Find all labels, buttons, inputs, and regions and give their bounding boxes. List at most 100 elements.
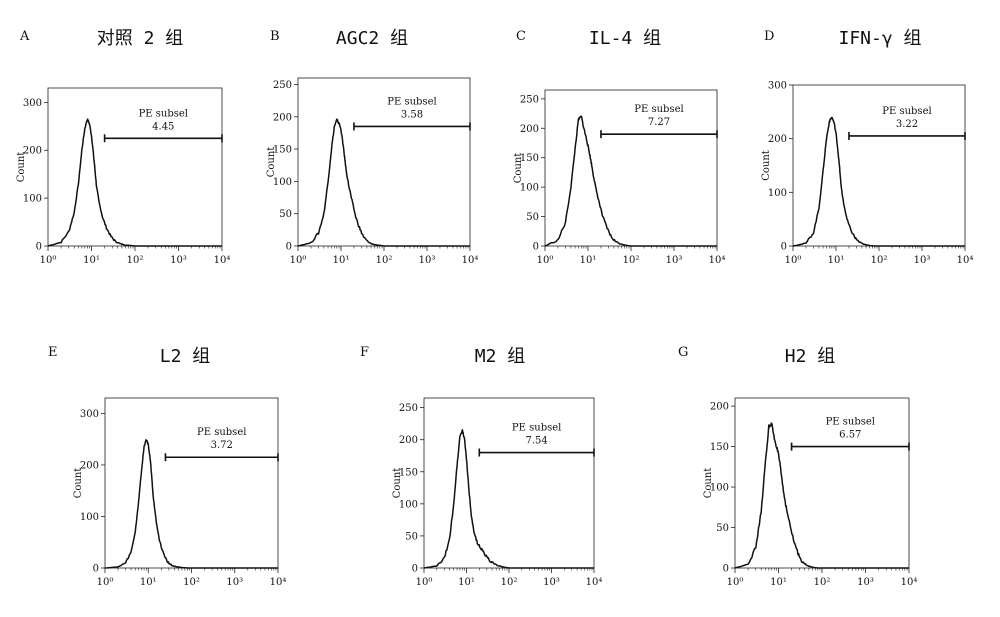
panel-a-xtick-label: 10⁰ bbox=[40, 255, 57, 266]
panel-d-gate-label: PE subsel bbox=[882, 106, 931, 117]
panel-d-ytick-label: 300 bbox=[768, 81, 787, 92]
panel-f-xtick-label: 10⁴ bbox=[586, 577, 603, 588]
panel-g-gate-label: PE subsel bbox=[826, 417, 875, 428]
panel-a-ytick-label: 100 bbox=[23, 194, 42, 205]
panel-e-gate-label: PE subsel bbox=[197, 427, 246, 438]
panel-d-title: IFN-γ 组 bbox=[838, 28, 921, 49]
panel-f-xtick-label: 10¹ bbox=[458, 577, 475, 588]
panel-c-xtick-label: 10⁰ bbox=[537, 255, 554, 266]
panel-f-gate-label: PE subsel bbox=[512, 423, 561, 434]
panel-e-xtick-label: 10⁴ bbox=[270, 577, 287, 588]
panel-a: A 对照 2 组 0 100 200 300 10⁰ 10¹ 10² 10³ 10⁴ Count PE … bbox=[16, 28, 230, 266]
panel-c-ytick-label: 200 bbox=[520, 124, 539, 135]
panel-e-gate-value: 3.72 bbox=[211, 440, 233, 451]
panel-d-xtick-label: 10⁴ bbox=[957, 255, 974, 266]
panel-b-xtick-label: 10² bbox=[376, 255, 393, 266]
panel-f-gate-value: 7.54 bbox=[526, 436, 548, 447]
panel-f: F M2 组 0 50 100 150 200 250 10⁰ 10¹ 10² 10³ 10⁴ Count… bbox=[360, 345, 602, 588]
panel-f-ytick-label: 150 bbox=[399, 467, 418, 478]
panel-g-xtick-label: 10² bbox=[814, 577, 831, 588]
panel-e-ytick-label: 300 bbox=[80, 409, 99, 420]
panel-c-xtick-label: 10² bbox=[623, 255, 640, 266]
panel-c-ytick-label: 0 bbox=[533, 242, 539, 253]
panel-f-xtick-label: 10² bbox=[501, 577, 518, 588]
panel-c-ylabel: Count bbox=[513, 153, 524, 184]
panel-g-xtick-label: 10¹ bbox=[770, 577, 787, 588]
panel-d-gate-value: 3.22 bbox=[896, 119, 918, 130]
panel-c-ytick-label: 250 bbox=[520, 94, 539, 105]
panel-a-ylabel: Count bbox=[16, 152, 27, 183]
panel-d-xtick-label: 10⁰ bbox=[785, 255, 802, 266]
panel-d-ytick-label: 100 bbox=[768, 188, 787, 199]
panel-b-xtick-label: 10³ bbox=[419, 255, 436, 266]
panel-g-xtick-label: 10³ bbox=[857, 577, 874, 588]
panel-b-gate-label: PE subsel bbox=[387, 96, 436, 107]
panel-c-xtick-label: 10¹ bbox=[580, 255, 597, 266]
panel-b-letter: B bbox=[270, 29, 280, 44]
panel-e-plot-frame bbox=[104, 397, 279, 569]
panel-b-gate-value: 3.58 bbox=[401, 109, 423, 120]
panel-b-title: AGC2 组 bbox=[336, 28, 408, 49]
panel-g-ytick-label: 100 bbox=[710, 483, 729, 494]
panel-b-ytick-label: 250 bbox=[273, 80, 292, 91]
panel-e-xtick-label: 10² bbox=[183, 577, 200, 588]
panel-f-ytick-label: 50 bbox=[405, 531, 418, 542]
panel-a-gate-value: 4.45 bbox=[152, 121, 174, 132]
panel-a-ytick-label: 300 bbox=[23, 98, 42, 109]
panel-f-xtick-label: 10³ bbox=[543, 577, 560, 588]
panel-d-xtick-label: 10¹ bbox=[828, 255, 845, 266]
panel-e-histogram-trace bbox=[104, 439, 278, 569]
panel-b-ytick-label: 150 bbox=[273, 145, 292, 156]
panel-g-letter: G bbox=[678, 345, 688, 360]
panel-f-title: M2 组 bbox=[475, 346, 526, 367]
panel-g-xtick-label: 10⁰ bbox=[727, 577, 744, 588]
panel-c-title: IL-4 组 bbox=[589, 28, 661, 49]
panel-g-gate-value: 6.57 bbox=[839, 430, 861, 441]
panel-g: G H2 组 0 50 100 150 200 10⁰ 10¹ 10² 10³ 10⁴ Count PE … bbox=[678, 345, 917, 588]
panel-e-ytick-label: 0 bbox=[93, 564, 99, 575]
panel-b: B AGC2 组 0 50 100 150 200 250 10⁰ 10¹ 10² 10³ 10⁴ Cou… bbox=[266, 28, 478, 266]
panel-c-gate-label: PE subsel bbox=[634, 104, 683, 115]
panel-c-ytick-label: 100 bbox=[520, 183, 539, 194]
panel-f-ytick-label: 250 bbox=[399, 403, 418, 414]
panel-b-ytick-label: 100 bbox=[273, 177, 292, 188]
panel-c-xtick-label: 10⁴ bbox=[709, 255, 726, 266]
panel-e: E L2 组 0 100 200 300 10⁰ 10¹ 10² 10³ 10⁴ Count PE su… bbox=[48, 345, 286, 588]
panel-a-xtick-label: 10⁴ bbox=[214, 255, 231, 266]
panel-b-histogram-trace bbox=[297, 118, 470, 247]
panel-e-xtick-label: 10³ bbox=[226, 577, 243, 588]
panel-b-plot-frame bbox=[297, 77, 471, 247]
panel-f-xtick-label: 10⁰ bbox=[416, 577, 433, 588]
panel-d: D IFN-γ 组 0 100 200 300 10⁰ 10¹ 10² 10³ 10⁴ Count PE… bbox=[761, 28, 973, 266]
panel-f-ytick-label: 0 bbox=[412, 564, 418, 575]
panel-f-letter: F bbox=[360, 345, 369, 360]
panel-b-ytick-label: 200 bbox=[273, 112, 292, 123]
panel-d-plot-frame bbox=[792, 84, 966, 247]
panel-d-xtick-label: 10² bbox=[871, 255, 888, 266]
panel-e-letter: E bbox=[48, 345, 58, 360]
panel-g-ytick-label: 200 bbox=[710, 402, 729, 413]
panel-a-gate-label: PE subsel bbox=[139, 108, 188, 119]
panel-b-xtick-label: 10¹ bbox=[333, 255, 350, 266]
panel-e-xtick-label: 10¹ bbox=[140, 577, 157, 588]
panel-d-ytick-label: 0 bbox=[781, 242, 787, 253]
panel-g-ytick-label: 150 bbox=[710, 442, 729, 453]
panel-e-ytick-label: 100 bbox=[80, 512, 99, 523]
panel-d-xtick-label: 10³ bbox=[914, 255, 931, 266]
panel-g-plot-frame bbox=[734, 397, 910, 569]
panel-e-ytick-label: 200 bbox=[80, 460, 99, 471]
panel-a-xtick-label: 10¹ bbox=[83, 255, 100, 266]
panel-d-histogram-trace bbox=[792, 116, 965, 247]
panel-c-histogram-trace bbox=[544, 115, 717, 247]
panel-b-ytick-label: 0 bbox=[286, 242, 292, 253]
panel-a-title: 对照 2 组 bbox=[97, 28, 184, 49]
panel-c-letter: C bbox=[516, 29, 526, 44]
panel-a-xtick-label: 10² bbox=[127, 255, 144, 266]
panel-b-xtick-label: 10⁴ bbox=[462, 255, 479, 266]
panel-b-ylabel: Count bbox=[266, 147, 277, 178]
panel-f-plot-frame bbox=[423, 397, 595, 569]
panel-c-plot-frame bbox=[544, 89, 718, 247]
panel-a-xtick-label: 10³ bbox=[170, 255, 187, 266]
panel-e-title: L2 组 bbox=[160, 346, 211, 367]
